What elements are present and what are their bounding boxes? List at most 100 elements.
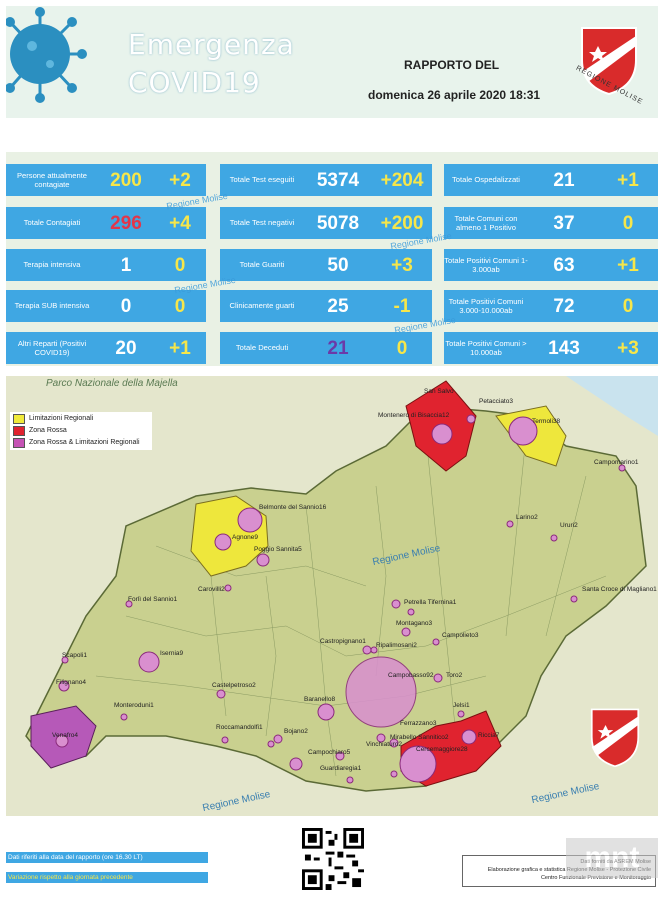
place-label: Santa Croce di Magliano1 bbox=[582, 586, 657, 593]
stat-delta: +3 bbox=[391, 255, 413, 276]
stat-delta: +1 bbox=[169, 338, 191, 359]
stat-label: Altri Reparti (Positivi COVID19) bbox=[17, 338, 87, 357]
stat-value: 63 bbox=[553, 255, 575, 276]
stat-delta: 0 bbox=[396, 338, 408, 359]
place-label: Ripalimosani2 bbox=[376, 642, 417, 649]
stat-delta: 0 bbox=[174, 296, 186, 317]
stat-label: Persone attualmente contagiate bbox=[16, 170, 88, 189]
place-label: Roccamandolfi1 bbox=[216, 724, 263, 731]
stat-label: Totale Test negativi bbox=[229, 218, 295, 228]
legend-swatch bbox=[13, 413, 25, 424]
virus-icon bbox=[6, 7, 87, 103]
place-label: Petrella Tifernina1 bbox=[404, 599, 457, 606]
stat-label: Terapia SUB intensiva bbox=[14, 301, 90, 311]
place-label: Filignano4 bbox=[56, 679, 86, 686]
legend-label: Limitazioni Regionali bbox=[29, 415, 94, 422]
place-label: Campochiaro5 bbox=[308, 749, 351, 756]
stat-delta: 0 bbox=[622, 213, 634, 234]
stat-label: Totale Guariti bbox=[239, 260, 285, 270]
qr-code-icon bbox=[302, 828, 364, 890]
stat-delta: +3 bbox=[617, 338, 639, 359]
case-bubbles bbox=[55, 414, 626, 784]
stat-label: Totale Ospedalizzati bbox=[452, 175, 520, 185]
place-label: Baranello8 bbox=[304, 696, 336, 703]
title-covid19: COVID19 bbox=[128, 66, 261, 99]
stat-delta: +200 bbox=[380, 213, 424, 234]
place-label: Jelsi1 bbox=[453, 702, 470, 709]
stat-value: 21 bbox=[553, 170, 575, 191]
stat-positivi-comuni-small: Totale Positivi Comuni 1-3.000ab 63 +1 bbox=[444, 249, 658, 281]
legend-swatch bbox=[13, 437, 25, 448]
stat-comuni-con-positivi: Totale Comuni con almeno 1 Positivo 37 0 bbox=[444, 207, 658, 239]
place-label: Termoli38 bbox=[532, 418, 561, 425]
stat-value: 72 bbox=[553, 296, 575, 317]
place-label: Campobasso92 bbox=[388, 672, 434, 679]
stat-value: 200 bbox=[110, 170, 142, 191]
legend-item-limitazioni: Limitazioni Regionali bbox=[13, 413, 152, 424]
stat-terapia-sub-intensiva: Terapia SUB intensiva 0 0 bbox=[6, 290, 206, 322]
stat-test-negativi: Totale Test negativi 5078 +200 bbox=[220, 207, 432, 239]
place-label: Belmonte del Sannio16 bbox=[259, 504, 327, 511]
stat-delta: 0 bbox=[174, 255, 186, 276]
place-label: Castelpetroso2 bbox=[212, 682, 256, 689]
stat-attualmente-contagiati: Persone attualmente contagiate 200 +2 bbox=[6, 164, 206, 196]
stat-value: 37 bbox=[553, 213, 575, 234]
place-label: Bojano2 bbox=[284, 728, 308, 735]
stats-panel: Persone attualmente contagiate 200 +2 To… bbox=[6, 152, 658, 366]
stat-delta: +1 bbox=[617, 255, 639, 276]
title-emergenza: Emergenza bbox=[128, 28, 295, 61]
stat-label: Totale Deceduti bbox=[235, 343, 289, 353]
stat-value: 5078 bbox=[316, 213, 360, 234]
stat-label: Totale Positivi Comuni > 10.000ab bbox=[445, 338, 527, 357]
stat-totale-contagiati: Totale Contagiati 296 +4 bbox=[6, 207, 206, 239]
stat-value: 143 bbox=[548, 338, 580, 359]
stat-label: Totale Positivi Comuni 1-3.000ab bbox=[444, 255, 528, 274]
report-date: domenica 26 aprile 2020 18:31 bbox=[368, 88, 541, 102]
place-label: Toro2 bbox=[446, 672, 463, 679]
footer-note-date: Dati riferiti alla data del rapporto (or… bbox=[6, 852, 208, 863]
place-label: Montagano3 bbox=[396, 620, 433, 627]
stat-delta: 0 bbox=[622, 296, 634, 317]
place-label: Isernia9 bbox=[160, 650, 184, 657]
place-label: Venafro4 bbox=[52, 732, 79, 739]
stat-delta: +4 bbox=[169, 213, 191, 234]
place-label: Petacciato3 bbox=[479, 398, 513, 405]
stat-ospedalizzati: Totale Ospedalizzati 21 +1 bbox=[444, 164, 658, 196]
report-header: Emergenza COVID19 RAPPORTO DEL domenica … bbox=[6, 6, 658, 118]
park-label: Parco Nazionale della Majella bbox=[46, 378, 178, 389]
stat-label: Totale Positivi Comuni 3.000-10.000ab bbox=[448, 296, 524, 315]
stat-value: 25 bbox=[327, 296, 349, 317]
legend-label: Zona Rossa bbox=[29, 427, 67, 434]
place-label: Cercemaggiore28 bbox=[416, 746, 468, 753]
stat-label: Totale Comuni con almeno 1 Positivo bbox=[454, 213, 518, 232]
legend-swatch bbox=[13, 425, 25, 436]
stat-terapia-intensiva: Terapia intensiva 1 0 bbox=[6, 249, 206, 281]
place-label: Ferrazzano3 bbox=[400, 720, 437, 727]
sea-area bbox=[566, 376, 658, 436]
stat-delta: +1 bbox=[617, 170, 639, 191]
stat-positivi-comuni-medium: Totale Positivi Comuni 3.000-10.000ab 72… bbox=[444, 290, 658, 322]
footer-note-variation: Variazione rispetto alla giornata preced… bbox=[6, 872, 208, 883]
place-label: Mirabello Sannitico2 bbox=[390, 734, 449, 741]
stat-label: Clinicamente guarti bbox=[229, 301, 295, 311]
map-logo bbox=[590, 708, 640, 768]
place-label: Vinchiaturo2 bbox=[366, 741, 403, 748]
legend-item-zona-rossa: Zona Rossa bbox=[13, 425, 152, 436]
place-label: Guardiaregia1 bbox=[320, 765, 362, 772]
stat-positivi-comuni-large: Totale Positivi Comuni > 10.000ab 143 +3 bbox=[444, 332, 658, 364]
molise-map: Parco Nazionale della Majella Limitazion… bbox=[6, 376, 658, 816]
place-label: Campomarino1 bbox=[594, 459, 639, 466]
stat-label: Totale Test eseguiti bbox=[229, 175, 295, 185]
stat-test-eseguiti: Totale Test eseguiti 5374 +204 bbox=[220, 164, 432, 196]
regione-molise-logo bbox=[581, 27, 637, 96]
stat-label: Totale Contagiati bbox=[23, 218, 81, 228]
municipal-borders bbox=[95, 435, 607, 777]
stat-label: Terapia intensiva bbox=[23, 260, 81, 270]
place-label: Riccia7 bbox=[478, 732, 500, 739]
stat-value: 21 bbox=[327, 338, 349, 359]
stat-value: 50 bbox=[327, 255, 349, 276]
stat-value: 5374 bbox=[316, 170, 360, 191]
place-label: Ururi2 bbox=[560, 522, 578, 529]
stat-altri-reparti: Altri Reparti (Positivi COVID19) 20 +1 bbox=[6, 332, 206, 364]
brand-watermark: mnt bbox=[566, 838, 658, 878]
